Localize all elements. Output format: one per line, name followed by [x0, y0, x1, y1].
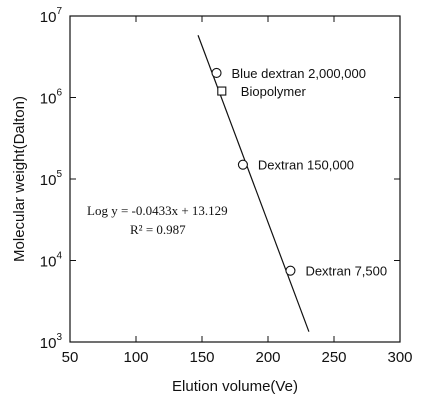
y-axis-title: Molecular weight(Dalton) — [11, 96, 28, 262]
x-tick-label: 200 — [255, 349, 280, 366]
data-point-circle — [211, 67, 222, 79]
x-tick-label: 250 — [321, 349, 346, 366]
data-point-label: Blue dextran 2,000,000 — [232, 66, 366, 81]
x-tick-label: 150 — [189, 349, 214, 366]
y-tick-label: 103 — [40, 332, 63, 352]
data-point-label: Biopolymer — [241, 84, 307, 99]
data-point-circle — [285, 265, 296, 276]
x-axis-ticks: 50 100 150 200 250 300 — [62, 16, 413, 366]
data-point-label: Dextran 150,000 — [258, 158, 354, 173]
fit-r-squared: R² = 0.987 — [130, 222, 186, 237]
x-tick-label: 100 — [123, 349, 148, 366]
x-axis-title: Elution volume(Ve) — [172, 378, 298, 395]
y-tick-label: 106 — [40, 88, 63, 108]
y-tick-label: 105 — [40, 169, 63, 189]
x-tick-label: 300 — [387, 349, 412, 366]
fit-line — [197, 35, 310, 332]
data-point-label: Dextran 7,500 — [305, 264, 387, 279]
data-point-square — [217, 86, 227, 96]
fit-equation: Log y = -0.0433x + 13.129 — [87, 203, 228, 218]
data-point-circle — [237, 159, 248, 170]
y-axis-ticks: 103 104 105 106 107 — [40, 6, 400, 352]
x-tick-label: 50 — [62, 349, 79, 366]
plot-frame — [69, 15, 401, 343]
y-tick-label: 104 — [40, 251, 63, 271]
y-tick-label: 107 — [40, 6, 63, 26]
data-points: Blue dextran 2,000,000 Biopolymer Dextran … — [211, 66, 387, 279]
